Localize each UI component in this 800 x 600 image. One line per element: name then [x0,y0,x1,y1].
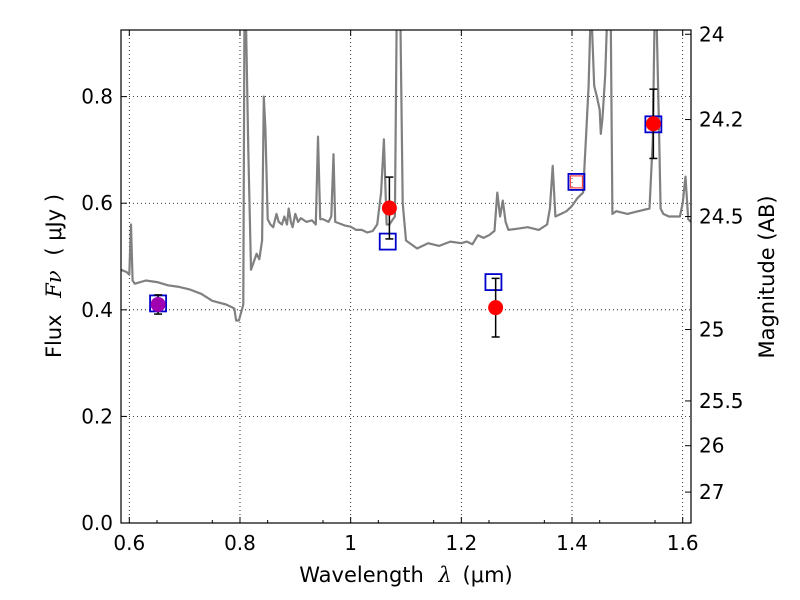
data-markers [149,88,663,338]
x-tick-label: 1.2 [445,531,477,555]
y-tick-label: 0.8 [81,85,113,109]
model-square [484,273,503,291]
observed-point [645,116,661,132]
y2-tick-label: 25 [699,318,724,342]
y-axis: 0.0 0.2 0.4 0.6 0.8 [81,85,127,535]
x-tick-label: 1.4 [556,531,588,555]
model-square [567,172,586,191]
y-axis-label-unit: ( μJy ) [42,194,66,256]
x-tick-label: 0.6 [113,531,145,555]
y2-tick-label: 24 [699,22,724,46]
y2-tick-label: 27 [699,480,724,504]
y2-axis: 24 24.2 24.5 25 25.5 26 27 [685,22,744,504]
x-axis-label-text: Wavelength [299,563,424,587]
observed-point-hollow [569,175,584,189]
y-axis-label-text: Flux [42,314,66,358]
y-axis-label-symbol: Fν [42,270,66,299]
x-axis-label-symbol: λ [438,563,452,587]
y-tick-label: 0.2 [81,404,113,428]
y2-tick-label: 24.2 [699,108,744,132]
y-tick-label: 0.6 [81,191,113,215]
y2-tick-label: 25.5 [699,389,744,413]
x-axis-label-unit: (μm) [463,563,513,587]
y2-axis-label: Magnitude (AB) [755,195,779,358]
y2-tick-label: 26 [699,434,724,458]
spectrum-line [121,30,691,322]
x-tick-label: 1 [344,531,357,555]
y2-tick-label: 24.5 [699,205,744,229]
x-axis: 0.6 0.8 1 1.2 1.4 1.6 [113,30,699,555]
observed-point [488,300,504,316]
x-tick-label: 1.6 [667,531,699,555]
y-tick-label: 0.0 [81,511,113,535]
model-square [378,232,397,251]
model-spectrum [121,30,691,322]
observed-point [150,296,166,312]
y-axis-label: Flux Fν ( μJy ) [42,194,66,358]
x-axis-label: Wavelength λ (μm) [299,563,512,587]
y-tick-label: 0.4 [81,298,113,322]
observed-point [381,200,397,216]
plot-frame [120,29,692,524]
x-tick-label: 0.8 [224,531,256,555]
